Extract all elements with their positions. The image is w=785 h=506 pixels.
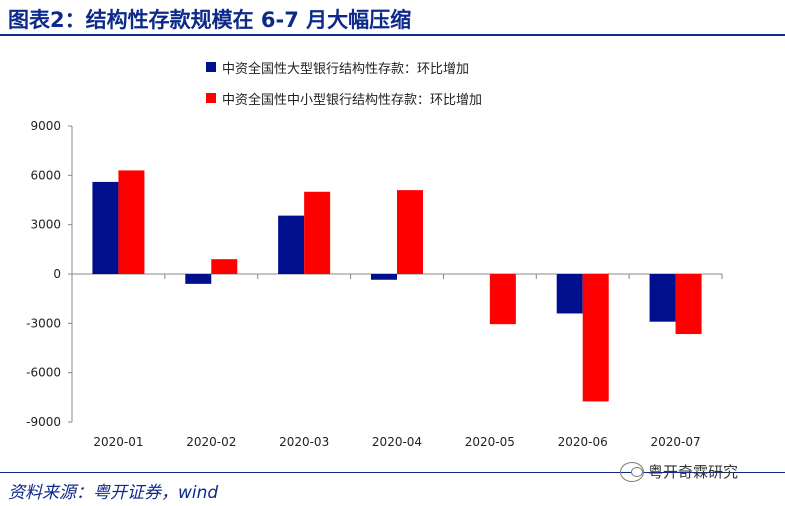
x-tick-label: 2020-05	[465, 435, 515, 449]
x-tick-label: 2020-06	[558, 435, 608, 449]
x-tick-label: 2020-07	[651, 435, 701, 449]
bar-chart: 9000 6000 3000 0 -3000 -6000 -9000 2020-01 2020-…	[26, 119, 723, 449]
legend-swatch-small-banks	[206, 93, 216, 103]
legend: 中资全国性大型银行结构性存款：环比增加 中资全国性中小型银行结构性存款：环比增加	[206, 56, 482, 118]
x-tick-label: 2020-04	[372, 435, 422, 449]
chart-title: 图表2：结构性存款规模在 6-7 月大幅压缩	[8, 8, 412, 32]
legend-item-large-banks: 中资全国性大型银行结构性存款：环比增加	[206, 56, 482, 78]
y-tick-label: -9000	[26, 415, 61, 429]
x-tick-label: 2020-01	[93, 435, 143, 449]
bar-large-banks	[371, 274, 397, 280]
source-note: 资料来源：粤开证券，wind	[8, 483, 219, 503]
bar-small-banks	[118, 170, 145, 274]
x-tick-label: 2020-03	[279, 435, 329, 449]
legend-item-small-banks: 中资全国性中小型银行结构性存款：环比增加	[206, 87, 482, 109]
header: 图表2：结构性存款规模在 6-7 月大幅压缩	[0, 0, 785, 38]
y-tick-label: -6000	[26, 366, 61, 380]
y-tick-label: 9000	[30, 119, 61, 133]
bar-small-banks	[397, 190, 423, 274]
y-tick-label: 3000	[30, 218, 61, 232]
bar-large-banks	[649, 274, 676, 322]
y-tick-label: 6000	[30, 168, 61, 182]
title-rule	[0, 34, 785, 36]
bar-large-banks	[278, 215, 305, 274]
bar-large-banks	[92, 181, 119, 274]
bar-small-banks	[582, 274, 609, 402]
watermark-label: 粤开奇霖研究	[648, 463, 739, 481]
bar-large-banks	[556, 274, 583, 314]
bar-small-banks	[489, 274, 516, 325]
watermark: 粤开奇霖研究	[620, 461, 738, 482]
legend-label-small-banks: 中资全国性中小型银行结构性存款：环比增加	[222, 92, 483, 108]
footer-rule	[0, 472, 785, 473]
legend-label-large-banks: 中资全国性大型银行结构性存款：环比增加	[222, 61, 470, 77]
y-tick-label: -3000	[26, 316, 61, 330]
wechat-icon	[620, 461, 644, 482]
x-tick-label: 2020-02	[186, 435, 236, 449]
legend-swatch-large-banks	[206, 62, 216, 72]
bar-large-banks	[185, 274, 212, 284]
bar-small-banks	[304, 191, 331, 274]
bar-small-banks	[211, 259, 238, 274]
y-tick-label: 0	[53, 267, 61, 281]
bar-small-banks	[675, 274, 702, 335]
